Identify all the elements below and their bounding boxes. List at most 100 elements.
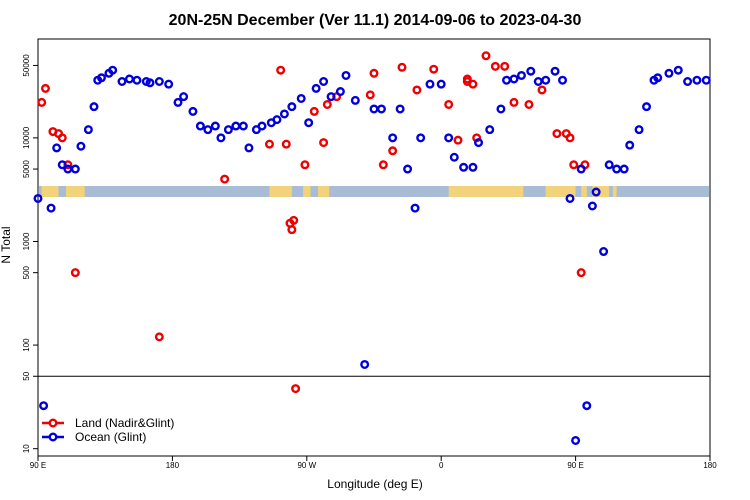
land-point-15 <box>291 384 301 394</box>
land-point-1 <box>40 83 50 93</box>
map-strip-land-6 <box>545 186 576 197</box>
ocean-point-53 <box>416 133 426 143</box>
ocean-point-79 <box>612 164 622 174</box>
plot-frame <box>37 38 711 457</box>
map-strip-land-2 <box>269 186 292 197</box>
ocean-point-18 <box>145 78 155 88</box>
ocean-point-75 <box>587 201 597 211</box>
ocean-point-3 <box>52 143 62 153</box>
land-point-24 <box>388 146 398 156</box>
land-point-26 <box>412 85 422 95</box>
plot-area: 10 50 100 500 1000 5000 10000 50000 90 E 180 90 W 0… <box>22 38 717 470</box>
ocean-point-60 <box>474 138 484 148</box>
ocean-point-29 <box>231 121 241 131</box>
land-point-9 <box>264 139 274 149</box>
ocean-point-50 <box>395 104 405 114</box>
ocean-point-35 <box>272 115 282 125</box>
ocean-point-64 <box>509 74 519 84</box>
ocean-point-63 <box>502 75 512 85</box>
ocean-point-89 <box>692 75 702 85</box>
map-strip-land-3 <box>303 186 311 197</box>
ocean-point-14 <box>117 76 127 86</box>
ocean-point-65 <box>516 70 526 80</box>
x-axis-label: Longitude (deg E) <box>327 477 422 491</box>
ocean-point-61 <box>485 125 495 135</box>
ocean-point-70 <box>558 75 568 85</box>
ocean-point-56 <box>444 133 454 143</box>
ocean-point-82 <box>634 125 644 135</box>
ocean-point-24 <box>195 121 205 131</box>
land-point-27 <box>429 64 439 74</box>
ocean-point-83 <box>642 102 652 112</box>
map-strip-land-5 <box>448 186 524 197</box>
ocean-point-59 <box>468 162 478 172</box>
ocean-point-62 <box>496 104 506 114</box>
ocean-point-71 <box>565 193 575 203</box>
land-point-4 <box>57 133 67 143</box>
ocean-point-27 <box>216 133 226 143</box>
map-strip-land-0 <box>41 186 59 197</box>
ocean-point-22 <box>179 92 189 102</box>
ocean-point-41 <box>319 76 329 86</box>
y-tick-label-6: 10000 <box>22 126 31 149</box>
land-point-0 <box>37 97 47 107</box>
land-point-6 <box>70 268 80 278</box>
ocean-point-47 <box>369 104 379 114</box>
ocean-point-38 <box>296 93 306 103</box>
map-strip-land-1 <box>66 186 85 197</box>
ocean-point-76 <box>591 187 601 197</box>
ocean-point-4 <box>57 160 67 170</box>
ocean-point-21 <box>173 97 183 107</box>
land-point-40 <box>552 129 562 139</box>
ocean-point-0 <box>33 193 43 203</box>
ocean-point-87 <box>673 65 683 75</box>
y-tick-label-3: 500 <box>22 265 31 279</box>
ocean-point-37 <box>287 102 297 112</box>
land-point-29 <box>453 135 463 145</box>
land-point-13 <box>287 225 297 235</box>
land-point-34 <box>481 51 491 61</box>
land-point-11 <box>281 139 291 149</box>
ocean-point-48 <box>376 104 386 114</box>
ocean-point-90 <box>701 75 711 85</box>
ocean-point-26 <box>210 121 220 131</box>
land-point-25 <box>397 62 407 72</box>
ocean-point-42 <box>326 92 336 102</box>
ocean-point-19 <box>154 76 164 86</box>
land-point-16 <box>300 160 310 170</box>
ocean-point-40 <box>311 83 321 93</box>
land-point-10 <box>276 65 286 75</box>
ocean-point-88 <box>683 76 693 86</box>
land-point-22 <box>369 68 379 78</box>
land-point-7 <box>154 332 164 342</box>
land-point-32 <box>468 79 478 89</box>
x-tick-label-0: 90 E <box>30 461 46 470</box>
land-point-36 <box>500 61 510 71</box>
ocean-point-13 <box>108 65 118 75</box>
ocean-point-77 <box>599 247 609 257</box>
ocean-point-81 <box>625 140 635 150</box>
ocean-point-30 <box>238 121 248 131</box>
ocean-point-1 <box>39 401 49 411</box>
y-tick-label-0: 10 <box>22 444 31 453</box>
y-tick-label-7: 50000 <box>22 54 31 77</box>
ocean-point-28 <box>223 125 233 135</box>
ocean-point-67 <box>533 76 543 86</box>
y-tick-label-2: 100 <box>22 338 31 352</box>
ocean-point-51 <box>403 164 413 174</box>
ocean-point-68 <box>541 75 551 85</box>
ocean-point-72 <box>571 435 581 445</box>
ocean-point-36 <box>279 109 289 119</box>
ocean-point-73 <box>576 164 586 174</box>
ocean-point-9 <box>89 102 99 112</box>
ocean-point-25 <box>203 125 213 135</box>
y-tick-label-4: 1000 <box>22 232 31 250</box>
map-strip-land-8 <box>592 186 610 197</box>
land-point-21 <box>365 90 375 100</box>
land-point-14 <box>289 215 299 225</box>
land-point-38 <box>524 99 534 109</box>
ocean-point-69 <box>550 66 560 76</box>
ocean-point-86 <box>664 68 674 78</box>
ocean-point-78 <box>604 160 614 170</box>
